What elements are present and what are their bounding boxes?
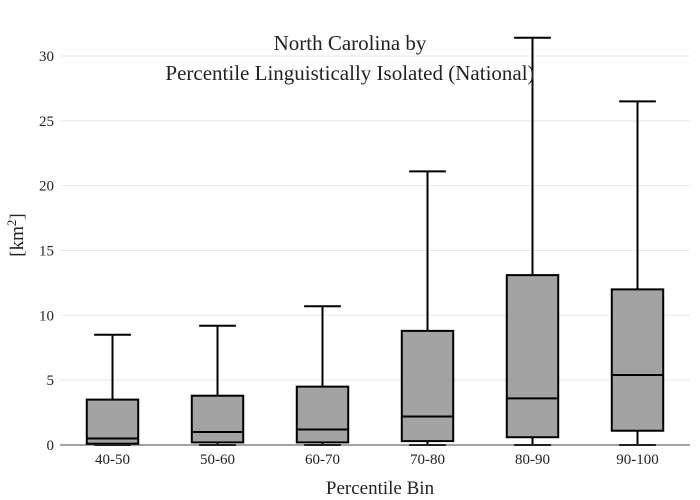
y-tick-label: 20 [39,179,54,195]
box-series [85,36,665,446]
y-tick-label: 15 [39,243,54,259]
box-60-70 [295,305,350,446]
box-iqr [610,288,665,432]
y-tick-label: 30 [39,49,54,65]
x-tick-label: 70-80 [410,452,445,468]
box-iqr [190,394,245,444]
x-tick-labels: 40-50 50-60 60-70 70-80 80-90 90-100 [95,452,659,468]
chart-title-line-2: Percentile Linguistically Isolated (Nati… [165,61,534,85]
chart-title-line-1: North Carolina by [274,31,427,55]
x-tick-label: 90-100 [616,452,659,468]
box-iqr [295,385,350,444]
y-axis-title: [km2] [4,213,28,256]
box-iqr [400,329,455,443]
box-50-60 [190,324,245,446]
grid-lines [60,55,690,381]
y-tick-label: 10 [39,308,54,324]
y-axis-title-base: [km [7,226,28,257]
box-70-80 [400,170,455,446]
box-iqr [85,398,140,445]
x-tick-label: 80-90 [515,452,550,468]
x-tick-label: 50-60 [200,452,235,468]
y-tick-label: 5 [47,373,55,389]
y-tick-label: 0 [47,438,55,454]
box-90-100 [610,100,665,446]
y-tick-labels: 0 5 10 15 20 25 30 [39,49,54,454]
x-tick-label: 40-50 [95,452,130,468]
y-axis-title-end: ] [7,213,28,219]
box-40-50 [85,333,140,446]
y-axis-title-superscript: 2 [4,220,19,227]
box-iqr [505,274,560,439]
y-tick-label: 25 [39,114,54,130]
x-tick-label: 60-70 [305,452,340,468]
x-axis-title: Percentile Bin [326,478,435,499]
box-80-90 [505,36,560,446]
